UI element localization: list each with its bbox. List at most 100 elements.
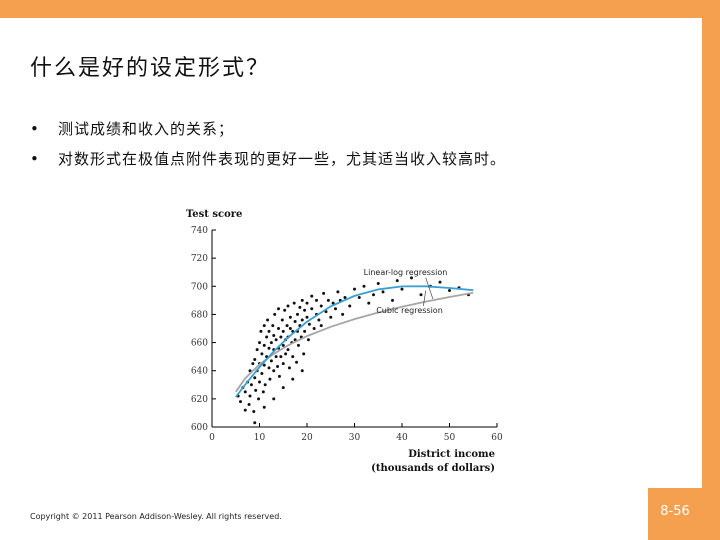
data-point xyxy=(334,307,337,311)
data-point xyxy=(315,298,318,302)
data-point xyxy=(298,305,302,309)
data-point xyxy=(273,312,277,316)
data-point xyxy=(300,298,304,302)
data-point xyxy=(268,377,272,381)
data-point xyxy=(260,372,264,376)
data-point xyxy=(253,357,257,361)
data-point xyxy=(286,348,290,352)
data-point xyxy=(395,279,399,283)
data-point xyxy=(262,363,266,367)
bullet-item: • 测试成绩和收入的关系； xyxy=(30,118,506,148)
y-tick-label: 640 xyxy=(191,367,208,377)
data-point xyxy=(254,388,258,392)
data-point xyxy=(303,329,307,333)
data-point xyxy=(281,343,285,347)
bullet-text: 对数形式在极值点附件表现的更好一些，尤其适当收入较高时。 xyxy=(58,150,507,168)
data-point xyxy=(310,307,314,311)
y-tick-label: 680 xyxy=(191,310,208,320)
data-point xyxy=(272,369,276,373)
data-point xyxy=(263,383,267,387)
data-point xyxy=(279,335,283,339)
data-point xyxy=(248,369,252,373)
data-point xyxy=(274,355,278,359)
data-point xyxy=(376,281,380,285)
data-point xyxy=(302,352,306,356)
data-point xyxy=(419,293,423,297)
data-point xyxy=(291,377,295,381)
data-point xyxy=(269,341,273,345)
slide-title: 什么是好的设定形式？ xyxy=(30,56,271,81)
y-tick-label: 700 xyxy=(191,282,208,292)
data-point xyxy=(293,319,297,323)
linear-log-regression-line xyxy=(235,291,474,393)
data-point xyxy=(288,327,292,330)
data-point xyxy=(336,290,340,294)
data-point xyxy=(248,394,252,398)
data-point xyxy=(249,383,253,387)
data-point xyxy=(267,346,271,350)
data-point xyxy=(293,338,297,342)
data-point xyxy=(372,293,375,297)
data-point xyxy=(285,324,289,328)
data-point xyxy=(307,322,311,326)
data-point xyxy=(322,291,326,295)
data-point xyxy=(271,324,275,328)
data-point xyxy=(267,366,271,370)
cubic-annotation: Cubic regression xyxy=(376,306,443,315)
data-point xyxy=(258,380,261,384)
y-tick-label: 740 xyxy=(191,226,208,236)
data-point xyxy=(247,402,251,406)
data-point xyxy=(291,355,295,359)
data-point xyxy=(410,276,413,280)
data-point xyxy=(296,312,299,316)
page-number: 8-56 xyxy=(660,504,690,519)
data-point xyxy=(391,298,394,302)
annotation-leader xyxy=(425,277,434,300)
data-point xyxy=(300,318,304,322)
bullet-list: • 测试成绩和收入的关系； • 对数形式在极值点附件表现的更好一些，尤其适当收入较高… xyxy=(30,118,506,178)
data-point xyxy=(295,360,299,364)
data-point xyxy=(362,284,366,288)
data-point xyxy=(319,324,323,328)
data-point xyxy=(287,366,291,370)
data-point xyxy=(259,329,263,333)
data-point xyxy=(262,405,266,409)
x-tick-label: 30 xyxy=(349,433,361,443)
x-tick-label: 40 xyxy=(396,433,408,443)
data-point xyxy=(310,294,314,298)
data-point xyxy=(305,315,309,319)
data-point xyxy=(243,408,247,412)
data-point xyxy=(258,341,261,345)
data-point xyxy=(438,280,442,284)
data-point xyxy=(253,376,257,380)
bullet-item: • 对数形式在极值点附件表现的更好一些，尤其适当收入较高时。 xyxy=(30,148,506,178)
y-tick-label: 620 xyxy=(191,395,208,405)
data-point xyxy=(239,400,242,404)
y-tick-label: 720 xyxy=(191,254,208,264)
data-point xyxy=(252,410,256,414)
data-point xyxy=(353,287,356,291)
x-axis-label-unit: (thousands of dollars) xyxy=(371,463,495,474)
data-point xyxy=(288,315,292,319)
data-point xyxy=(281,386,285,390)
x-tick-label: 10 xyxy=(254,433,266,443)
top-accent-bar xyxy=(0,0,720,18)
data-point xyxy=(400,287,404,291)
data-point xyxy=(296,343,300,347)
x-tick-label: 60 xyxy=(491,433,503,443)
data-point xyxy=(257,397,261,401)
scatter-chart: 600 620 640 660 680 700 720 740 0 10 20 30 40 50 60 Tes… xyxy=(186,209,503,474)
data-point xyxy=(292,301,296,305)
x-tick-label: 20 xyxy=(301,433,313,443)
bullet-marker: • xyxy=(30,150,40,168)
data-point xyxy=(283,308,287,312)
data-point xyxy=(329,315,333,319)
data-point xyxy=(262,343,266,347)
data-point xyxy=(381,290,385,294)
right-accent-bar xyxy=(702,0,720,540)
y-tick-label: 660 xyxy=(191,339,208,349)
data-point xyxy=(251,362,255,366)
data-point xyxy=(243,390,247,394)
data-point xyxy=(448,289,451,293)
x-tick-label: 0 xyxy=(209,433,215,443)
